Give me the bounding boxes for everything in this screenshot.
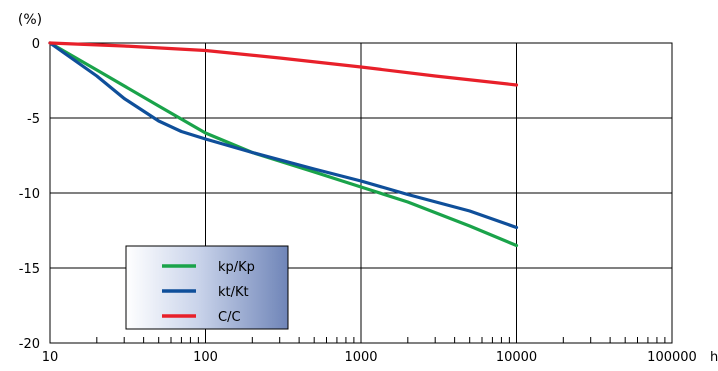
legend-label: kp/Kp <box>218 260 255 275</box>
x-tick-label: 10 <box>42 350 59 365</box>
legend: kp/Kp kt/Kt C/C <box>126 246 288 329</box>
y-tick-label: 0 <box>32 37 40 52</box>
y-tick-labels: 0 -5 -10 -15 -20 <box>19 37 40 352</box>
y-tick-label: -5 <box>27 112 40 127</box>
x-tick-label: 100000 <box>647 350 697 365</box>
legend-label: C/C <box>218 310 241 325</box>
y-tick-label: -10 <box>19 187 40 202</box>
legend-box <box>126 246 288 329</box>
series-line-c-c <box>50 43 517 85</box>
series-lines <box>50 43 517 246</box>
series-line-kt-kt <box>50 43 517 228</box>
x-tick-label: 100 <box>193 350 218 365</box>
y-tick-label: -20 <box>19 337 40 352</box>
x-tick-labels: 10 100 1000 10000 100000 h <box>42 350 718 365</box>
series-line-kp-kp <box>50 43 517 246</box>
y-axis-unit-label: (%) <box>18 12 42 28</box>
legend-label: kt/Kt <box>218 285 249 300</box>
y-tick-label: -15 <box>19 262 40 277</box>
x-unit-label: h <box>710 350 718 365</box>
x-tick-label: 10000 <box>496 350 537 365</box>
x-minor-ticks <box>97 337 665 343</box>
x-tick-label: 1000 <box>344 350 377 365</box>
